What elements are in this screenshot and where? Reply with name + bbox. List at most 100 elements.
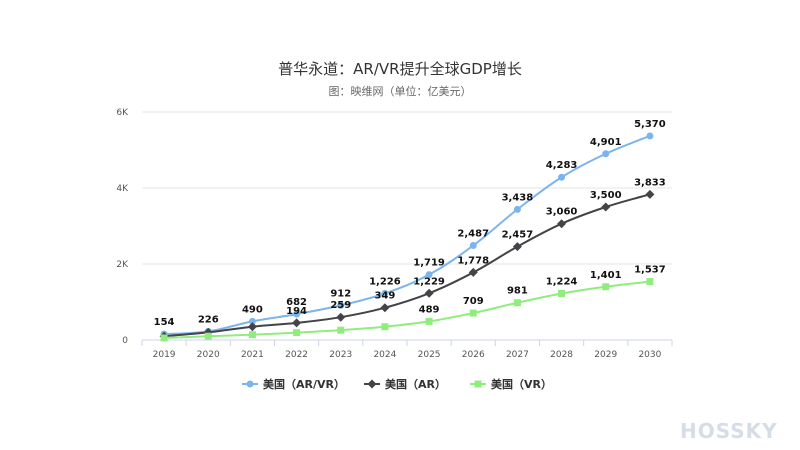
data-label: 981 [507, 286, 528, 297]
legend[interactable]: 美国（AR/VR） 美国（AR） 美国（VR） [242, 377, 552, 391]
grid-lines [142, 111, 672, 265]
data-label: 4,283 [546, 160, 578, 171]
data-point [292, 318, 302, 328]
data-point [246, 380, 254, 388]
series-1 [160, 132, 654, 338]
x-tick-label: 2027 [506, 350, 529, 360]
data-point [380, 303, 390, 313]
data-point [293, 329, 301, 337]
data-label: 226 [198, 314, 219, 325]
data-label: 5,370 [634, 119, 666, 130]
chart-subtitle: 图：映维网（单位：亿美元） [329, 84, 472, 98]
data-label: 2,457 [502, 230, 534, 241]
data-point [337, 326, 345, 334]
data-label: 1,226 [369, 276, 401, 287]
data-point [248, 331, 256, 339]
y-tick-label: 0 [122, 336, 128, 346]
data-label: 1,778 [457, 255, 489, 266]
x-tick-label: 2021 [241, 350, 264, 360]
data-labels: 154 226 490 682 912 1,226 1,719 2,487 3,438 4,283… [154, 119, 666, 328]
data-label: 912 [330, 288, 351, 299]
x-tick-label: 2028 [550, 350, 573, 360]
data-point [248, 317, 256, 325]
data-point [602, 283, 610, 291]
data-point [557, 219, 567, 229]
data-point [646, 132, 654, 140]
data-label: 3,060 [546, 207, 578, 218]
data-point [469, 241, 477, 249]
watermark-logo: HOSSKY [680, 419, 778, 443]
data-point [512, 242, 522, 252]
x-tick-label: 2024 [373, 350, 396, 360]
data-label: 490 [242, 304, 263, 315]
data-point [381, 323, 389, 331]
data-point [468, 267, 478, 277]
data-point [645, 189, 655, 199]
data-point [367, 379, 377, 389]
x-tick-label: 2029 [594, 350, 617, 360]
x-tick-label: 2020 [197, 350, 220, 360]
data-label: 3,833 [634, 177, 666, 188]
y-tick-label: 2K [116, 260, 129, 270]
data-point [204, 332, 212, 340]
data-label: 1,229 [413, 276, 445, 287]
data-point [558, 173, 566, 181]
data-point [337, 301, 345, 309]
data-label: 2,487 [457, 228, 489, 239]
x-tick-label: 2022 [285, 350, 308, 360]
data-point [513, 299, 521, 307]
data-label: 1,401 [590, 270, 622, 281]
data-label: 154 [154, 317, 175, 328]
legend-label: 美国（AR） [385, 377, 446, 391]
legend-item-1[interactable]: 美国（AR/VR） [242, 377, 345, 391]
legend-label: 美国（AR/VR） [263, 377, 345, 391]
data-point [646, 278, 654, 286]
x-tick-label: 2026 [462, 350, 485, 360]
data-label: 4,901 [590, 137, 622, 148]
y-tick-label: 4K [116, 184, 129, 194]
data-label: 349 [374, 291, 395, 302]
data-point [336, 312, 346, 322]
data-label: 682 [286, 297, 307, 308]
data-point [425, 271, 433, 279]
data-point [601, 202, 611, 212]
data-point [424, 288, 434, 298]
data-point [247, 322, 257, 332]
series-3 [160, 278, 654, 342]
data-point [160, 334, 168, 342]
data-label: 489 [419, 304, 440, 315]
y-tick-label: 6K [116, 108, 129, 118]
x-tick-label: 2019 [153, 350, 176, 360]
legend-item-2[interactable]: 美国（AR） [364, 377, 446, 391]
data-point [474, 380, 482, 388]
legend-label: 美国（VR） [491, 377, 552, 391]
data-label: 194 [286, 306, 307, 317]
data-point [513, 205, 521, 213]
data-label: 259 [330, 300, 351, 311]
data-point [469, 309, 477, 317]
x-tick-label: 2025 [418, 350, 441, 360]
x-tick-label: 2030 [638, 350, 661, 360]
data-label: 3,500 [590, 190, 622, 201]
data-label: 709 [463, 296, 484, 307]
y-axis: 0 2K 4K 6K [116, 108, 129, 346]
data-point [558, 289, 566, 297]
data-point [293, 310, 301, 318]
series-layer [159, 132, 655, 342]
watermark-text: HOSSKY [680, 419, 778, 443]
data-label: 3,438 [502, 192, 534, 203]
x-tick-label: 2023 [329, 350, 352, 360]
data-point [425, 317, 433, 325]
chart-title: 普华永道：AR/VR提升全球GDP增长 [278, 60, 522, 78]
data-label: 1,537 [634, 265, 666, 276]
series-line [164, 135, 651, 336]
data-label: 1,719 [413, 258, 445, 269]
data-point [381, 289, 389, 297]
legend-item-3[interactable]: 美国（VR） [470, 377, 552, 391]
data-point [602, 150, 610, 158]
series-line [164, 280, 651, 339]
series-2 [159, 189, 655, 341]
x-axis: 2019 2020 2021 2022 2023 2024 2025 2026 2027 2028… [141, 339, 673, 360]
data-label: 1,224 [546, 276, 578, 287]
